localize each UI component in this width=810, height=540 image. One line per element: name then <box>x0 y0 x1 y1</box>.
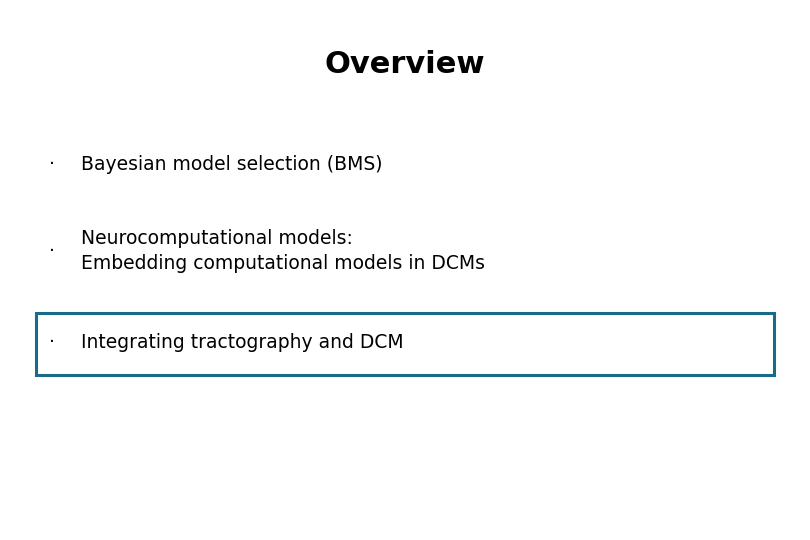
FancyBboxPatch shape <box>36 313 774 375</box>
Text: ·: · <box>49 155 54 174</box>
Text: Bayesian model selection (BMS): Bayesian model selection (BMS) <box>81 155 382 174</box>
Text: Integrating tractography and DCM: Integrating tractography and DCM <box>81 333 403 353</box>
Text: Neurocomputational models:
Embedding computational models in DCMs: Neurocomputational models: Embedding com… <box>81 230 485 273</box>
Text: Overview: Overview <box>325 50 485 79</box>
Text: ·: · <box>49 241 54 261</box>
Text: ·: · <box>49 333 54 353</box>
